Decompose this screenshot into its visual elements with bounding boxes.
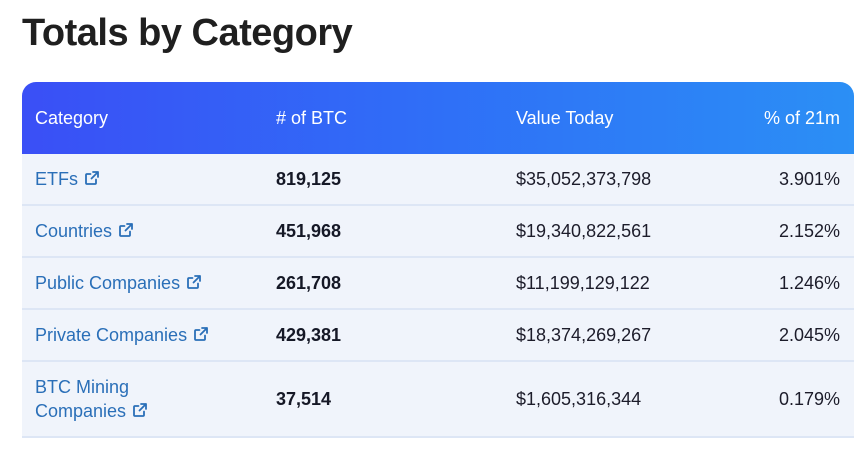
value-cell: $18,374,269,267 <box>516 324 652 345</box>
btc-cell: 451,968 <box>276 220 342 241</box>
btc-cell: 37,514 <box>276 388 332 409</box>
btc-cell: 261,708 <box>276 272 342 293</box>
category-cell: Countries <box>35 206 134 256</box>
external-link-icon <box>187 275 201 289</box>
category-label: Public Companies <box>35 273 181 293</box>
btc-cell: 819,125 <box>276 168 342 189</box>
category-link-private-companies[interactable]: Private Companies <box>35 323 209 347</box>
category-link-etfs[interactable]: ETFs <box>35 167 100 191</box>
page-title: Totals by Category <box>22 12 353 54</box>
category-link-btc-mining-companies[interactable]: BTC Mining Companies <box>35 375 148 423</box>
table-row: Private Companies 429,381 $18,374,269,26… <box>22 310 854 362</box>
category-cell: Private Companies <box>35 310 209 360</box>
external-link-icon <box>119 223 133 237</box>
value-cell: $35,052,373,798 <box>516 168 652 189</box>
header-btc: # of BTC <box>276 108 348 128</box>
category-link-public-companies[interactable]: Public Companies <box>35 271 202 295</box>
table-row: BTC Mining Companies 37,514 $1,605,316,3… <box>22 362 854 438</box>
value-cell: $11,199,129,122 <box>516 272 650 293</box>
category-label-line2: Companies <box>35 401 127 421</box>
value-cell: $1,605,316,344 <box>516 388 642 409</box>
category-label: Countries <box>35 221 113 241</box>
value-cell: $19,340,822,561 <box>516 220 652 241</box>
table-row: ETFs 819,125 $35,052,373,798 3.901% <box>22 154 854 206</box>
category-cell: ETFs <box>35 154 100 204</box>
btc-cell: 429,381 <box>276 324 342 345</box>
external-link-icon <box>85 171 99 185</box>
table-row: Countries 451,968 $19,340,822,561 2.152% <box>22 206 854 258</box>
pct-cell: 3.901% <box>778 168 840 189</box>
category-label: Private Companies <box>35 325 188 345</box>
category-label: BTC Mining <box>35 377 130 397</box>
external-link-icon <box>133 403 147 417</box>
header-pct: % of 21m <box>763 108 840 128</box>
header-value: Value Today <box>516 108 614 128</box>
category-cell: Public Companies <box>35 258 202 308</box>
header-category: Category <box>35 108 109 128</box>
pct-cell: 2.045% <box>778 324 840 345</box>
category-link-countries[interactable]: Countries <box>35 219 134 243</box>
table-header: Category # of BTC Value Today % of 21m <box>22 82 854 154</box>
table-row: Public Companies 261,708 $11,199,129,122… <box>22 258 854 310</box>
totals-table: Category # of BTC Value Today % of 21m E… <box>22 82 854 438</box>
category-label: ETFs <box>35 169 78 189</box>
pct-cell: 0.179% <box>778 388 840 409</box>
category-cell: BTC Mining Companies <box>35 362 148 436</box>
pct-cell: 2.152% <box>778 220 840 241</box>
external-link-icon <box>194 327 208 341</box>
pct-cell: 1.246% <box>778 272 840 293</box>
